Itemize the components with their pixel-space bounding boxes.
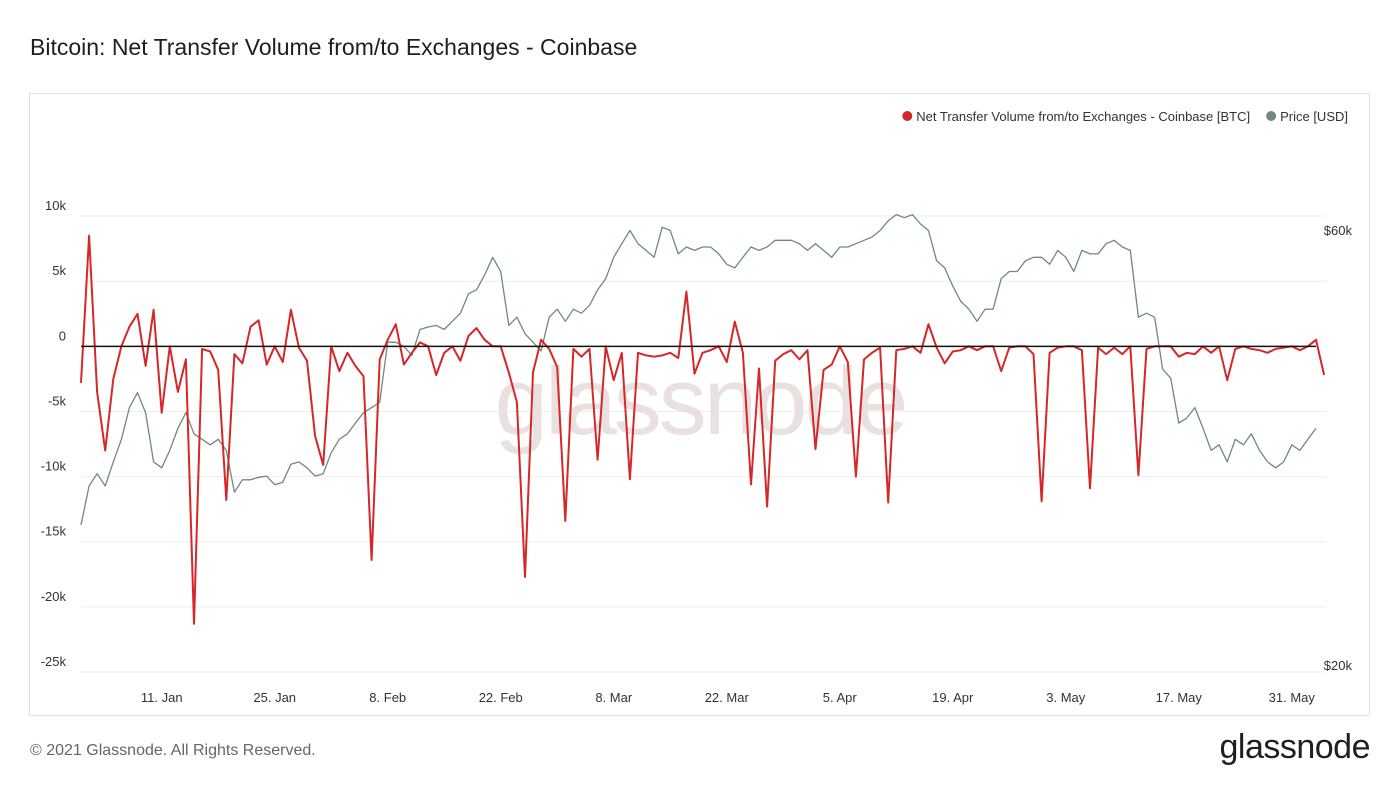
legend-label: Price [USD] — [1280, 109, 1348, 124]
glassnode-logo[interactable]: glassnode — [1219, 728, 1370, 766]
x-tick-label: 8. Mar — [595, 690, 633, 705]
y-tick-label: -20k — [41, 589, 67, 604]
legend-marker — [1266, 111, 1277, 121]
y-tick-label: -10k — [41, 459, 67, 474]
x-tick-label: 17. May — [1156, 690, 1203, 705]
x-tick-label: 25. Jan — [253, 690, 296, 705]
y-right-tick-label: $20k — [1324, 658, 1353, 673]
x-tick-label: 8. Feb — [369, 690, 406, 705]
x-tick-label: 31. May — [1269, 690, 1316, 705]
y-tick-label: 10k — [45, 198, 66, 213]
series-line — [80, 213, 1317, 526]
x-tick-label: 11. Jan — [141, 690, 183, 705]
y-tick-label: 0 — [59, 328, 66, 343]
y-right-tick-label: $60k — [1324, 223, 1353, 238]
chart-frame: 10k 5k 0 -5k -10k -15k -20k -25k $60k $20k 11. Jan… — [29, 93, 1370, 716]
legend-label: Net Transfer Volume from/to Exchanges - … — [916, 109, 1250, 124]
x-tick-label: 22. Mar — [705, 690, 750, 705]
y-tick-label: -15k — [41, 524, 67, 539]
x-tick-label: 22. Feb — [479, 690, 523, 705]
y-tick-label: -5k — [48, 393, 67, 408]
page-title: Bitcoin: Net Transfer Volume from/to Exc… — [30, 34, 638, 60]
y-tick-label: 5k — [52, 263, 66, 278]
y-tick-label: -25k — [41, 654, 67, 669]
watermark-text: glassnode — [495, 348, 906, 455]
x-tick-label: 19. Apr — [932, 690, 974, 705]
x-tick-label: 5. Apr — [823, 690, 858, 705]
x-tick-label: 3. May — [1046, 690, 1086, 705]
legend-marker — [902, 111, 913, 121]
footer-copyright: © 2021 Glassnode. All Rights Reserved. — [30, 742, 316, 759]
chart-svg: 10k 5k 0 -5k -10k -15k -20k -25k $60k $20k 11. Jan… — [41, 109, 1353, 705]
series-line — [80, 234, 1326, 625]
